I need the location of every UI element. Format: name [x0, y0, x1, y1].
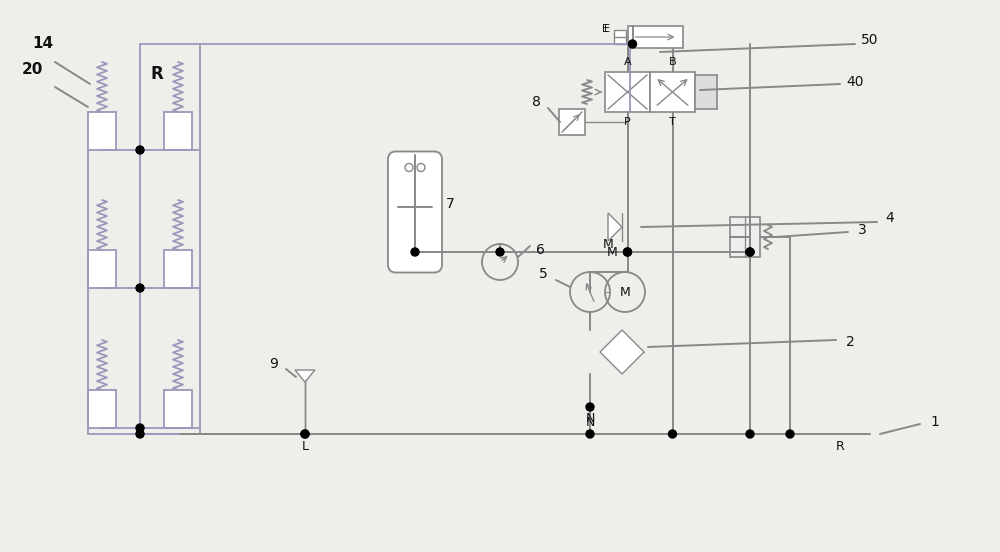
Bar [164, 112, 192, 150]
Text: 3: 3 [858, 223, 866, 237]
Text: N: N [585, 416, 595, 428]
Circle shape [136, 424, 144, 432]
Polygon shape [608, 213, 622, 241]
Bar [628, 26, 682, 48]
Text: 1: 1 [931, 415, 939, 429]
Circle shape [301, 430, 309, 438]
Text: 7: 7 [446, 197, 454, 211]
Text: 2: 2 [846, 335, 854, 349]
Text: N: N [585, 412, 595, 426]
Circle shape [136, 146, 144, 154]
Bar [605, 72, 650, 112]
Circle shape [586, 430, 594, 438]
Bar [730, 217, 760, 257]
Circle shape [136, 430, 144, 438]
Circle shape [746, 248, 754, 256]
Text: 9: 9 [270, 357, 278, 371]
Circle shape [746, 430, 754, 438]
Bar [164, 390, 192, 428]
Circle shape [629, 40, 637, 48]
FancyBboxPatch shape [388, 151, 442, 273]
Text: 4: 4 [886, 211, 894, 225]
Polygon shape [600, 330, 644, 374]
Text: 6: 6 [536, 243, 544, 257]
Text: M: M [620, 285, 630, 299]
Bar [88, 250, 116, 288]
Circle shape [786, 430, 794, 438]
Text: R: R [836, 439, 844, 453]
Text: P: P [624, 117, 631, 127]
Circle shape [496, 248, 504, 256]
Bar [559, 109, 585, 135]
Text: A: A [624, 57, 631, 67]
Circle shape [411, 248, 419, 256]
Text: M: M [607, 246, 618, 258]
Text: L: L [302, 439, 308, 453]
Circle shape [136, 284, 144, 292]
Text: 40: 40 [846, 75, 864, 89]
Text: 50: 50 [861, 33, 879, 47]
Text: R: R [151, 65, 163, 83]
Bar [88, 112, 116, 150]
Text: 5: 5 [539, 267, 547, 281]
Text: 8: 8 [532, 95, 540, 109]
Circle shape [586, 403, 594, 411]
Circle shape [301, 430, 309, 438]
Bar [88, 390, 116, 428]
Text: M: M [603, 237, 613, 251]
Circle shape [746, 248, 754, 256]
Polygon shape [295, 370, 315, 382]
Bar [650, 72, 695, 112]
Text: T: T [669, 117, 676, 127]
Text: E: E [604, 24, 611, 34]
Circle shape [624, 248, 632, 256]
Text: 14: 14 [32, 36, 53, 51]
Bar [164, 250, 192, 288]
Bar [695, 75, 717, 109]
Text: 20: 20 [22, 62, 43, 77]
Text: B: B [669, 57, 676, 67]
Circle shape [668, 430, 676, 438]
Text: E: E [602, 24, 609, 34]
Bar [614, 30, 626, 44]
Circle shape [624, 248, 632, 256]
